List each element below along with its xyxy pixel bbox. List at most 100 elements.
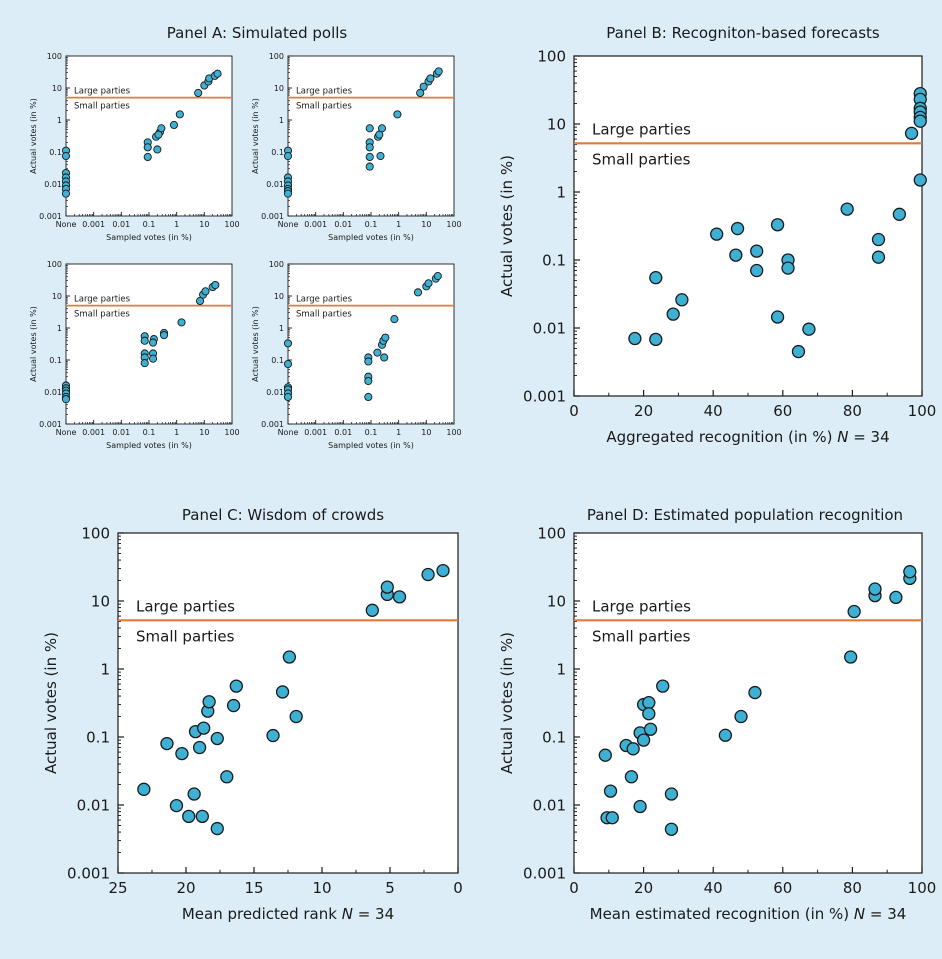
x-tick-label: 25 bbox=[108, 879, 127, 897]
data-point bbox=[871, 250, 886, 264]
data-point bbox=[160, 331, 169, 340]
data-point bbox=[154, 130, 163, 139]
x-tick-label: 60 bbox=[773, 402, 792, 420]
panel-c-plot: 0.001 0.01 0.1 1 10 100 25 20 15 10 5 0 Large partie… bbox=[42, 524, 463, 923]
data-point bbox=[802, 322, 816, 336]
data-point bbox=[210, 731, 224, 746]
y-tick-label: 0.1 bbox=[271, 356, 284, 365]
data-point bbox=[656, 679, 670, 693]
n-value: = 34 bbox=[353, 905, 394, 923]
panel-d-title: Panel D: Estimated population recognitio… bbox=[587, 506, 903, 524]
data-point bbox=[365, 603, 379, 617]
large-parties-label: Large parties bbox=[74, 295, 131, 305]
y-tick-label: 0.001 bbox=[39, 212, 62, 221]
data-point bbox=[169, 120, 179, 130]
data-point bbox=[424, 279, 433, 288]
panel-b-plot: 0.001 0.01 0.1 1 10 100 0 20 40 60 80 100 Large part… bbox=[498, 47, 936, 446]
x-tick-label: 1 bbox=[396, 428, 401, 437]
data-point bbox=[153, 145, 162, 154]
y-tick-label: 0.001 bbox=[67, 864, 110, 882]
data-point bbox=[750, 244, 764, 258]
data-point bbox=[365, 143, 374, 152]
data-point bbox=[143, 143, 152, 152]
data-point bbox=[275, 685, 290, 699]
small-parties-label: Small parties bbox=[136, 627, 235, 645]
x-axis-label: Mean predicted rank N = 34 bbox=[182, 905, 394, 923]
data-point bbox=[840, 202, 854, 216]
x-axis-label: Aggregated recognition (in %) N = 34 bbox=[606, 428, 889, 446]
data-point bbox=[426, 74, 435, 83]
n-label: N bbox=[849, 905, 865, 923]
y-tick-label: 10 bbox=[52, 84, 62, 93]
x-tick-label: 1 bbox=[174, 428, 179, 437]
data-point bbox=[202, 695, 216, 709]
data-point bbox=[283, 189, 293, 198]
panel-a-title: Panel A: Simulated polls bbox=[167, 24, 348, 42]
data-point bbox=[140, 359, 149, 368]
x-tick-label: 0.01 bbox=[334, 428, 352, 437]
y-tick-label: 0.001 bbox=[261, 212, 284, 221]
y-tick-label: 0.001 bbox=[523, 864, 566, 882]
data-point bbox=[365, 162, 374, 171]
x-tick-label: 0.1 bbox=[143, 428, 156, 437]
data-point bbox=[175, 746, 189, 761]
x-tick-label: None bbox=[278, 220, 299, 229]
x-tick-label: 10 bbox=[421, 428, 431, 437]
data-point bbox=[364, 376, 373, 386]
data-point bbox=[160, 736, 174, 751]
y-axis-label: Actual votes (in %) bbox=[251, 98, 260, 174]
data-point bbox=[413, 288, 423, 297]
y-tick-label: 100 bbox=[537, 47, 566, 65]
data-point bbox=[381, 333, 390, 342]
y-tick-label: 0.01 bbox=[266, 180, 284, 189]
data-point bbox=[649, 332, 663, 347]
data-point bbox=[734, 709, 748, 724]
data-point bbox=[365, 152, 374, 162]
y-axis-label: Actual votes (in %) bbox=[29, 98, 38, 174]
data-point bbox=[380, 580, 394, 594]
x-tick-label: 0 bbox=[569, 879, 579, 897]
data-point bbox=[148, 338, 158, 347]
x-tick-label: 5 bbox=[385, 879, 395, 897]
x-tick-label: 1 bbox=[396, 220, 401, 229]
data-point bbox=[61, 395, 71, 404]
data-point bbox=[729, 248, 743, 262]
y-tick-label: 0.01 bbox=[266, 388, 284, 397]
large-parties-label: Large parties bbox=[592, 120, 691, 138]
small-parties-label: Small parties bbox=[74, 101, 130, 111]
x-tick-label: 10 bbox=[199, 220, 209, 229]
x-axis-label: Sampled votes (in %) bbox=[106, 441, 192, 450]
data-point bbox=[598, 748, 612, 762]
data-point bbox=[633, 799, 647, 814]
x-tick-label: 15 bbox=[244, 879, 263, 897]
data-point bbox=[226, 698, 241, 713]
x-tick-label: 0.01 bbox=[112, 220, 130, 229]
y-axis-label: Actual votes (in %) bbox=[251, 306, 260, 382]
x-tick-label: 0.001 bbox=[82, 428, 105, 437]
n-label: N bbox=[832, 428, 848, 446]
data-point bbox=[433, 272, 442, 281]
large-parties-label: Large parties bbox=[296, 295, 353, 305]
panel-c-title: Panel C: Wisdom of crowds bbox=[182, 506, 384, 524]
data-point bbox=[211, 280, 220, 290]
y-tick-label: 100 bbox=[47, 52, 62, 61]
data-point bbox=[187, 787, 201, 801]
data-point bbox=[675, 293, 689, 307]
data-point bbox=[392, 590, 407, 604]
small-parties-label: Small parties bbox=[592, 627, 691, 645]
data-point bbox=[283, 392, 293, 402]
x-tick-label: 0.1 bbox=[365, 220, 378, 229]
data-point bbox=[377, 124, 387, 133]
data-point bbox=[364, 357, 373, 366]
small-parties-label: Small parties bbox=[592, 150, 691, 168]
x-tick-label: 0.001 bbox=[304, 220, 327, 229]
data-point bbox=[61, 189, 71, 198]
data-point bbox=[195, 809, 209, 824]
data-point bbox=[365, 124, 374, 133]
data-point bbox=[770, 310, 785, 324]
data-point bbox=[913, 114, 927, 128]
data-point bbox=[750, 263, 764, 278]
y-tick-label: 0.01 bbox=[77, 796, 110, 814]
